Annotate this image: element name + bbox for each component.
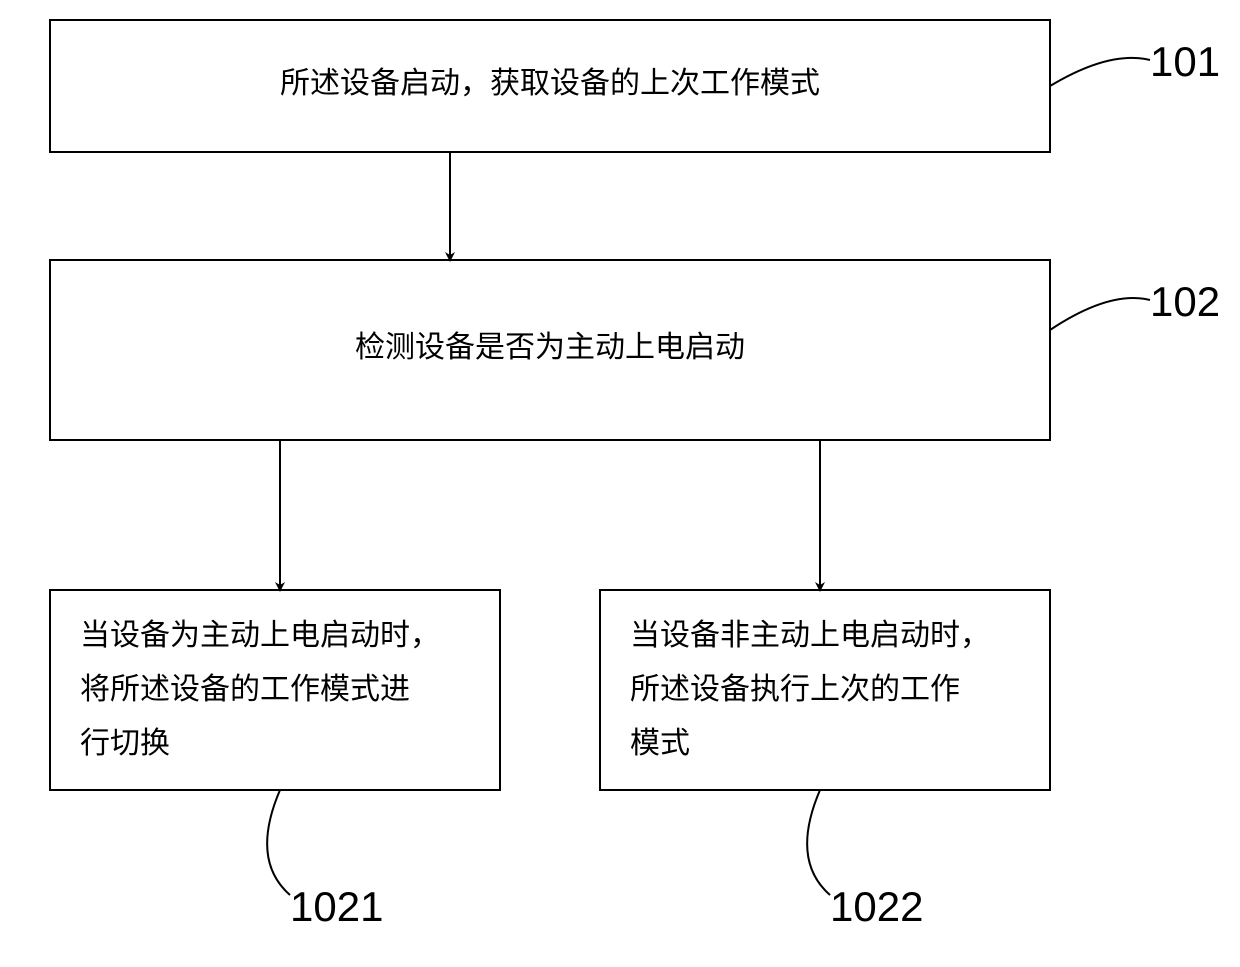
label-101: 101 — [1050, 38, 1220, 86]
label-102-text: 102 — [1150, 278, 1220, 325]
label-1022-text: 1022 — [830, 883, 923, 930]
label-1022: 1022 — [807, 790, 923, 930]
flow-node-101: 所述设备启动，获取设备的上次工作模式 — [50, 20, 1050, 152]
flow-node-1021: 当设备为主动上电启动时，将所述设备的工作模式进行切换 — [50, 590, 500, 790]
flow-node-102-text: 检测设备是否为主动上电启动 — [355, 331, 745, 364]
flow-edges — [280, 152, 820, 590]
label-102: 102 — [1050, 278, 1220, 330]
label-1021-text: 1021 — [290, 883, 383, 930]
flow-node-102: 检测设备是否为主动上电启动 — [50, 260, 1050, 440]
flow-node-1021-text: 当设备为主动上电启动时，将所述设备的工作模式进行切换 — [80, 619, 440, 760]
label-101-text: 101 — [1150, 38, 1220, 85]
flow-node-1022: 当设备非主动上电启动时，所述设备执行上次的工作模式 — [600, 590, 1050, 790]
label-1021: 1021 — [267, 790, 383, 930]
flow-node-1022-text: 当设备非主动上电启动时，所述设备执行上次的工作模式 — [630, 619, 990, 760]
flowchart-canvas: 所述设备启动，获取设备的上次工作模式 检测设备是否为主动上电启动 当设备为主动上… — [0, 0, 1240, 967]
flow-node-101-text: 所述设备启动，获取设备的上次工作模式 — [280, 67, 820, 100]
